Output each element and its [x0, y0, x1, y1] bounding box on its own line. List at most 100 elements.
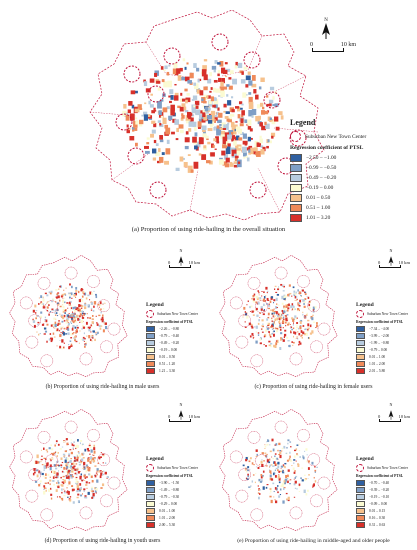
map-cell: [223, 103, 227, 108]
class-label: 0.01 – 1.00: [369, 355, 386, 360]
class-label: −0.09 – 0.00: [369, 502, 388, 507]
map-cell: [255, 449, 258, 452]
map-cell: [72, 448, 74, 450]
map-cell: [48, 481, 50, 483]
map-cell: [43, 469, 45, 471]
map-cell: [257, 485, 259, 487]
center-label: Suburban New Town Center: [157, 466, 198, 470]
map-cell: [56, 312, 58, 314]
map-cell: [76, 326, 79, 329]
map-cell: [268, 333, 271, 335]
map-cell: [299, 321, 302, 324]
map-cell: [82, 465, 85, 467]
map-cell: [73, 471, 75, 474]
map-cell: [50, 340, 53, 343]
map-cell: [56, 460, 59, 463]
map-cell: [129, 136, 135, 141]
map-cell: [217, 107, 220, 111]
map-cell: [258, 291, 260, 294]
map-cell: [270, 472, 272, 475]
map-cell: [263, 303, 265, 307]
class-swatch: [356, 340, 365, 346]
new-town-center-ring: [238, 468, 251, 481]
map-cell: [289, 324, 291, 326]
map-cell: [152, 148, 157, 154]
map-cell: [94, 465, 96, 467]
map-cell: [295, 475, 298, 478]
map-cell: [83, 461, 86, 466]
map-cell: [260, 480, 263, 483]
map-cell: [229, 113, 235, 117]
map-cell: [56, 315, 59, 317]
map-cell: [268, 344, 271, 347]
map-cell: [309, 332, 313, 335]
map-cell: [86, 447, 90, 450]
map-cell: [294, 332, 297, 335]
map-cell: [257, 302, 260, 305]
map-cell: [222, 86, 228, 90]
map-cell: [280, 283, 283, 286]
map-cell: [263, 310, 265, 312]
map-cell: [103, 321, 105, 323]
new-town-center-ring: [107, 476, 121, 490]
map-cell: [246, 304, 248, 306]
map-cell: [214, 148, 217, 150]
map-cell: [72, 315, 75, 318]
class-label: 2.01 – 5.80: [369, 369, 386, 374]
map-cell: [277, 286, 280, 288]
legend-class: −0.49 – −0.20: [290, 174, 415, 182]
map-cell: [260, 149, 265, 155]
map-cell: [253, 298, 256, 301]
map-cell: [233, 153, 237, 158]
map-cell: [288, 322, 290, 324]
map-cell: [62, 297, 64, 299]
map-cell: [85, 496, 88, 499]
map-cell: [64, 312, 66, 314]
map-cell: [133, 117, 138, 120]
map-cell: [276, 327, 278, 329]
map-cell: [86, 487, 88, 489]
map-cell: [258, 493, 261, 495]
map-cell: [48, 304, 50, 307]
map-cell: [47, 482, 49, 484]
map-cell: [92, 318, 94, 321]
map-cell: [287, 474, 289, 477]
map-cell: [80, 461, 83, 464]
map-cell: [265, 123, 270, 130]
map-cell: [238, 146, 241, 149]
map-cell: [77, 493, 80, 496]
map-cell: [69, 501, 71, 503]
map-cell: [266, 459, 269, 463]
map-cell: [67, 490, 70, 494]
map-cell: [64, 459, 67, 463]
map-cell: [220, 134, 225, 139]
map-cell: [267, 304, 271, 307]
map-cell: [74, 292, 76, 295]
map-cell: [258, 489, 260, 491]
map-cell: [181, 114, 185, 119]
map-cell: [254, 308, 257, 311]
map-cell: [253, 464, 255, 466]
legend-class: −0.19 – −0.10: [356, 494, 416, 500]
map-cell: [45, 487, 47, 489]
new-town-center-ring: [100, 494, 113, 508]
map-cell: [104, 325, 108, 330]
map-cell: [280, 337, 282, 340]
map-cell: [66, 465, 68, 467]
map-cell: [65, 458, 67, 460]
map-cell: [68, 319, 70, 322]
map-cell: [283, 465, 286, 468]
map-cell: [242, 133, 247, 139]
map-cell: [219, 60, 224, 67]
map-cell: [102, 470, 105, 472]
map-cell: [211, 65, 217, 70]
map-cell: [91, 335, 94, 337]
map-cell: [273, 496, 275, 498]
map-cell: [72, 447, 74, 449]
map-cell: [100, 311, 102, 314]
map-cell: [294, 315, 297, 318]
map-cell: [57, 292, 60, 294]
map-cell: [292, 305, 295, 308]
map-cell: [203, 94, 208, 100]
map-cell: [251, 462, 254, 465]
